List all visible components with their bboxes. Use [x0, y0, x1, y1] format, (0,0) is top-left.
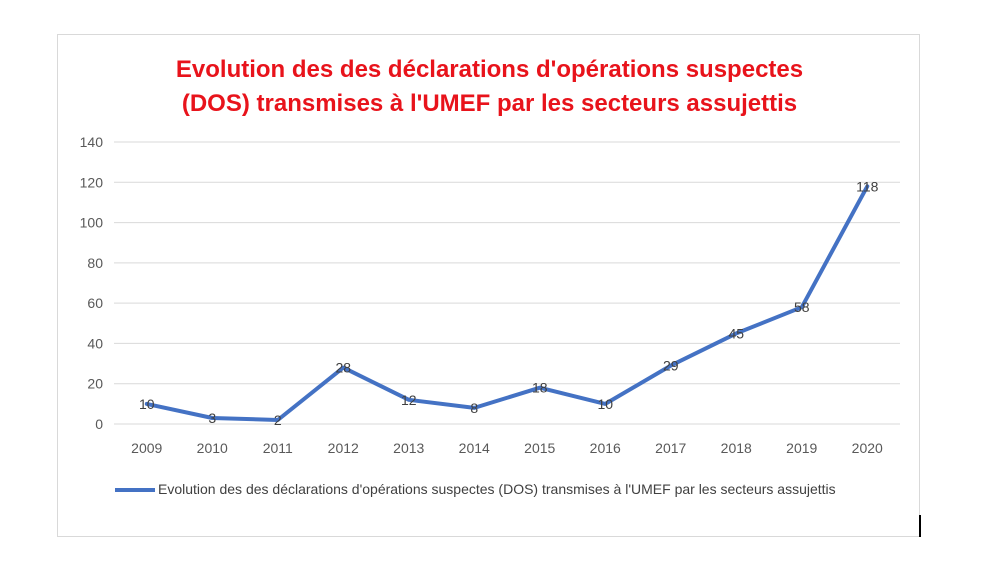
- y-tick-label: 140: [80, 134, 104, 150]
- data-label: 8: [470, 400, 478, 416]
- data-label: 10: [139, 396, 155, 412]
- data-label: 12: [401, 392, 417, 408]
- y-tick-label: 20: [87, 376, 103, 392]
- gridlines: [114, 141, 900, 425]
- x-tick-label: 2019: [786, 440, 817, 456]
- legend: Evolution des des déclarations d'opérati…: [115, 480, 875, 498]
- data-label: 29: [663, 358, 679, 374]
- y-axis-tick-labels: 0 20 40 60 80 100 120 140: [80, 134, 104, 432]
- data-label: 118: [856, 178, 879, 194]
- data-label: 10: [597, 396, 613, 412]
- legend-label: Evolution des des déclarations d'opérati…: [158, 481, 836, 497]
- series-line: [144, 184, 870, 422]
- x-axis-tick-labels: 2009 2010 2011 2012 2013 2014 2015 2016 2017 2018…: [131, 440, 883, 456]
- data-label: 28: [335, 360, 351, 376]
- x-tick-label: 2017: [655, 440, 686, 456]
- data-label: 3: [208, 410, 216, 426]
- data-label: 58: [794, 299, 810, 315]
- x-tick-label: 2013: [393, 440, 424, 456]
- x-tick-label: 2014: [459, 440, 490, 456]
- x-tick-label: 2018: [721, 440, 752, 456]
- chart-title-line-1: Evolution des des déclarations d'opérati…: [175, 56, 804, 83]
- y-tick-label: 0: [95, 416, 103, 432]
- data-label: 18: [532, 380, 548, 396]
- y-tick-label: 60: [87, 295, 103, 311]
- y-tick-label: 100: [80, 215, 104, 231]
- data-labels: 10 3 2 28 12 8 18 10 29 45 58 118: [139, 178, 879, 428]
- data-label: 45: [728, 325, 744, 341]
- x-tick-label: 2015: [524, 440, 555, 456]
- x-tick-label: 2012: [328, 440, 359, 456]
- y-tick-label: 80: [87, 255, 103, 271]
- y-tick-label: 40: [87, 335, 103, 351]
- cursor-mark: [919, 515, 921, 537]
- x-tick-label: 2009: [131, 440, 162, 456]
- data-label: 2: [274, 412, 282, 428]
- x-tick-label: 2016: [590, 440, 621, 456]
- chart-title: Evolution des des déclarations d'opérati…: [58, 53, 921, 121]
- chart-area: Evolution des des déclarations d'opérati…: [57, 34, 920, 537]
- x-tick-label: 2011: [263, 440, 293, 456]
- x-tick-label: 2010: [197, 440, 228, 456]
- x-tick-label: 2020: [852, 440, 883, 456]
- y-tick-label: 120: [80, 174, 104, 190]
- chart-title-line-2: (DOS) transmises à l'UMEF par les secteu…: [181, 90, 798, 117]
- legend-line-swatch: [115, 488, 155, 492]
